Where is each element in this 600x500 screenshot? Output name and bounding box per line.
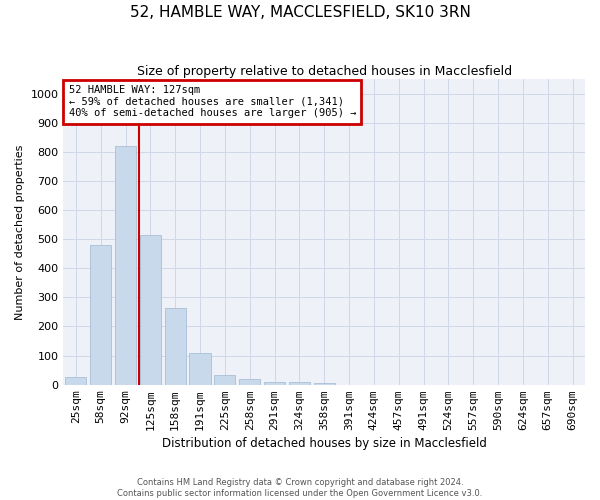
Bar (239, 379, 260, 384)
Bar (65, 378, 86, 384)
Bar (164, 308, 186, 384)
Bar (140, 235, 161, 384)
Bar (214, 374, 235, 384)
Text: Contains HM Land Registry data © Crown copyright and database right 2024.
Contai: Contains HM Land Registry data © Crown c… (118, 478, 482, 498)
Bar (314, 383, 335, 384)
Title: Size of property relative to detached houses in Macclesfield: Size of property relative to detached ho… (137, 65, 512, 78)
Bar (289, 382, 310, 384)
Bar (190, 352, 211, 384)
Y-axis label: Number of detached properties: Number of detached properties (15, 144, 25, 320)
Bar (264, 382, 285, 384)
X-axis label: Distribution of detached houses by size in Macclesfield: Distribution of detached houses by size … (162, 437, 487, 450)
Bar (115, 146, 136, 384)
Text: 52, HAMBLE WAY, MACCLESFIELD, SK10 3RN: 52, HAMBLE WAY, MACCLESFIELD, SK10 3RN (130, 5, 470, 20)
Text: 52 HAMBLE WAY: 127sqm
← 59% of detached houses are smaller (1,341)
40% of semi-d: 52 HAMBLE WAY: 127sqm ← 59% of detached … (68, 86, 356, 118)
Bar (90, 245, 111, 384)
